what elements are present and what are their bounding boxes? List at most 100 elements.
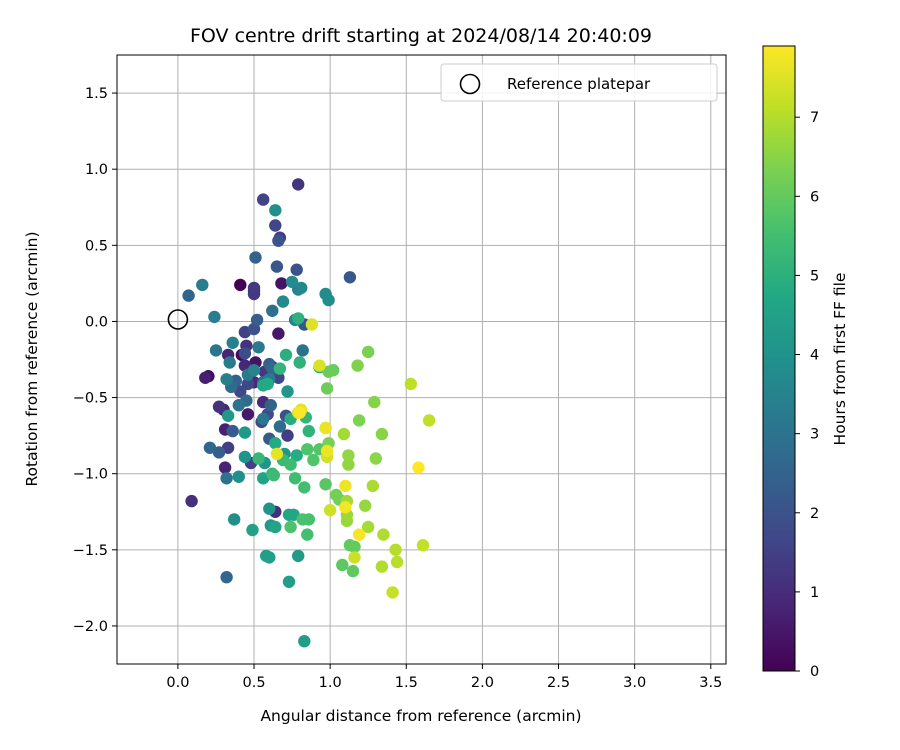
scatter-point (412, 461, 425, 474)
scatter-point (336, 558, 349, 572)
scatter-point (368, 395, 381, 409)
scatter-point (404, 377, 417, 391)
scatter-point (218, 461, 232, 474)
scatter-point (288, 472, 302, 485)
scatter-point (390, 555, 404, 569)
scatter-point (257, 412, 270, 426)
scatter-point (241, 377, 255, 391)
reference-marker (167, 309, 189, 330)
y-tick-label: 1.0 (85, 162, 108, 178)
scatter-point (319, 478, 332, 491)
scatter-point (342, 449, 355, 462)
colorbar-tick-label: 7 (810, 110, 819, 126)
scatter-point (343, 271, 357, 284)
scatter-point (212, 400, 226, 413)
scatter-point (276, 295, 290, 308)
scatter-point (348, 540, 361, 553)
legend: Reference platepar (440, 63, 718, 102)
scatter-point (250, 313, 264, 327)
scatter-point (359, 499, 372, 512)
scatter-point (264, 399, 277, 412)
scatter-point (342, 458, 355, 471)
scatter-point (290, 449, 303, 462)
scatter-point (273, 420, 287, 433)
scatter-point (281, 429, 294, 442)
plot-frame (116, 54, 727, 665)
x-axis-ticks: 0.0 0.5 1.0 1.5 2.0 2.5 3.0 3.5 (166, 664, 722, 691)
scatter-point (203, 441, 217, 454)
colorbar-tick-label: 3 (810, 427, 819, 443)
scatter-point (220, 571, 233, 584)
scatter-point (269, 204, 282, 217)
scatter-point (249, 251, 262, 264)
scatter-point (307, 453, 320, 467)
scatter-point (238, 426, 252, 439)
legend-box (440, 63, 718, 102)
scatter-point (220, 472, 233, 485)
scatter-point (290, 263, 303, 276)
x-tick-label: 0.0 (166, 675, 189, 691)
scatter-point (241, 408, 255, 421)
scatter-point (226, 336, 239, 349)
scatter-point (232, 399, 245, 412)
scatter-point (281, 385, 294, 398)
scatter-point (389, 543, 402, 556)
scatter-point (272, 327, 285, 340)
scatter-point (270, 447, 284, 461)
y-tick-label: 0.0 (85, 314, 108, 330)
scatter-point (296, 513, 309, 526)
colorbar-tick-label: 1 (810, 585, 819, 601)
scatter-point (208, 310, 221, 324)
scatter-point (285, 275, 299, 289)
scatter-point (375, 560, 389, 573)
scatter-point (416, 539, 430, 552)
scatter-point (232, 470, 245, 483)
scatter-point (282, 575, 296, 588)
scatter-point (252, 452, 265, 465)
x-tick-label: 3.5 (699, 675, 722, 691)
scatter-point (185, 494, 198, 508)
colorbar: 0 1 2 3 4 5 6 7 Hours from first FF file (762, 45, 849, 680)
scatter-point (352, 414, 366, 427)
scatter-point (369, 452, 382, 465)
scatter-point (322, 365, 335, 378)
scatter-point (279, 348, 293, 362)
scatter-point (422, 414, 436, 427)
y-tick-label: −1.0 (73, 467, 108, 483)
scatter-point (269, 219, 282, 232)
x-tick-label: 3.0 (623, 675, 646, 691)
scatter-point (301, 528, 314, 541)
scatter-point (298, 635, 311, 648)
scatter-point (375, 427, 389, 441)
y-tick-label: −0.5 (73, 391, 108, 407)
scatter-point (323, 504, 337, 517)
scatter-point (257, 193, 270, 206)
scatter-point (305, 318, 319, 331)
scatter-point (295, 281, 308, 295)
scatter-point (320, 444, 334, 458)
scatter-point (263, 502, 276, 515)
y-tick-label: 0.5 (85, 238, 108, 254)
scatter-point (275, 277, 288, 290)
scatter-point (199, 371, 212, 384)
y-tick-label: −1.5 (73, 543, 108, 559)
scatter-point (301, 443, 314, 456)
scatter-point (261, 377, 274, 391)
scatter-point (272, 371, 285, 384)
colorbar-tick-label: 5 (810, 268, 819, 284)
colorbar-tick-label: 0 (810, 664, 819, 680)
colorbar-tick-label: 2 (810, 506, 819, 522)
scatter-point (238, 347, 252, 360)
scatter-point (313, 359, 326, 372)
colorbar-ticks: 0 1 2 3 4 5 6 7 (795, 110, 819, 680)
scatter-point (221, 409, 235, 422)
scatter-point (348, 551, 361, 564)
scatter-point (270, 260, 284, 273)
grid (117, 55, 726, 664)
scatter-point (182, 289, 195, 302)
scatter-point (292, 178, 305, 191)
scatter-point (362, 520, 375, 534)
scatter-point (238, 450, 252, 464)
scatter-point (263, 551, 276, 564)
